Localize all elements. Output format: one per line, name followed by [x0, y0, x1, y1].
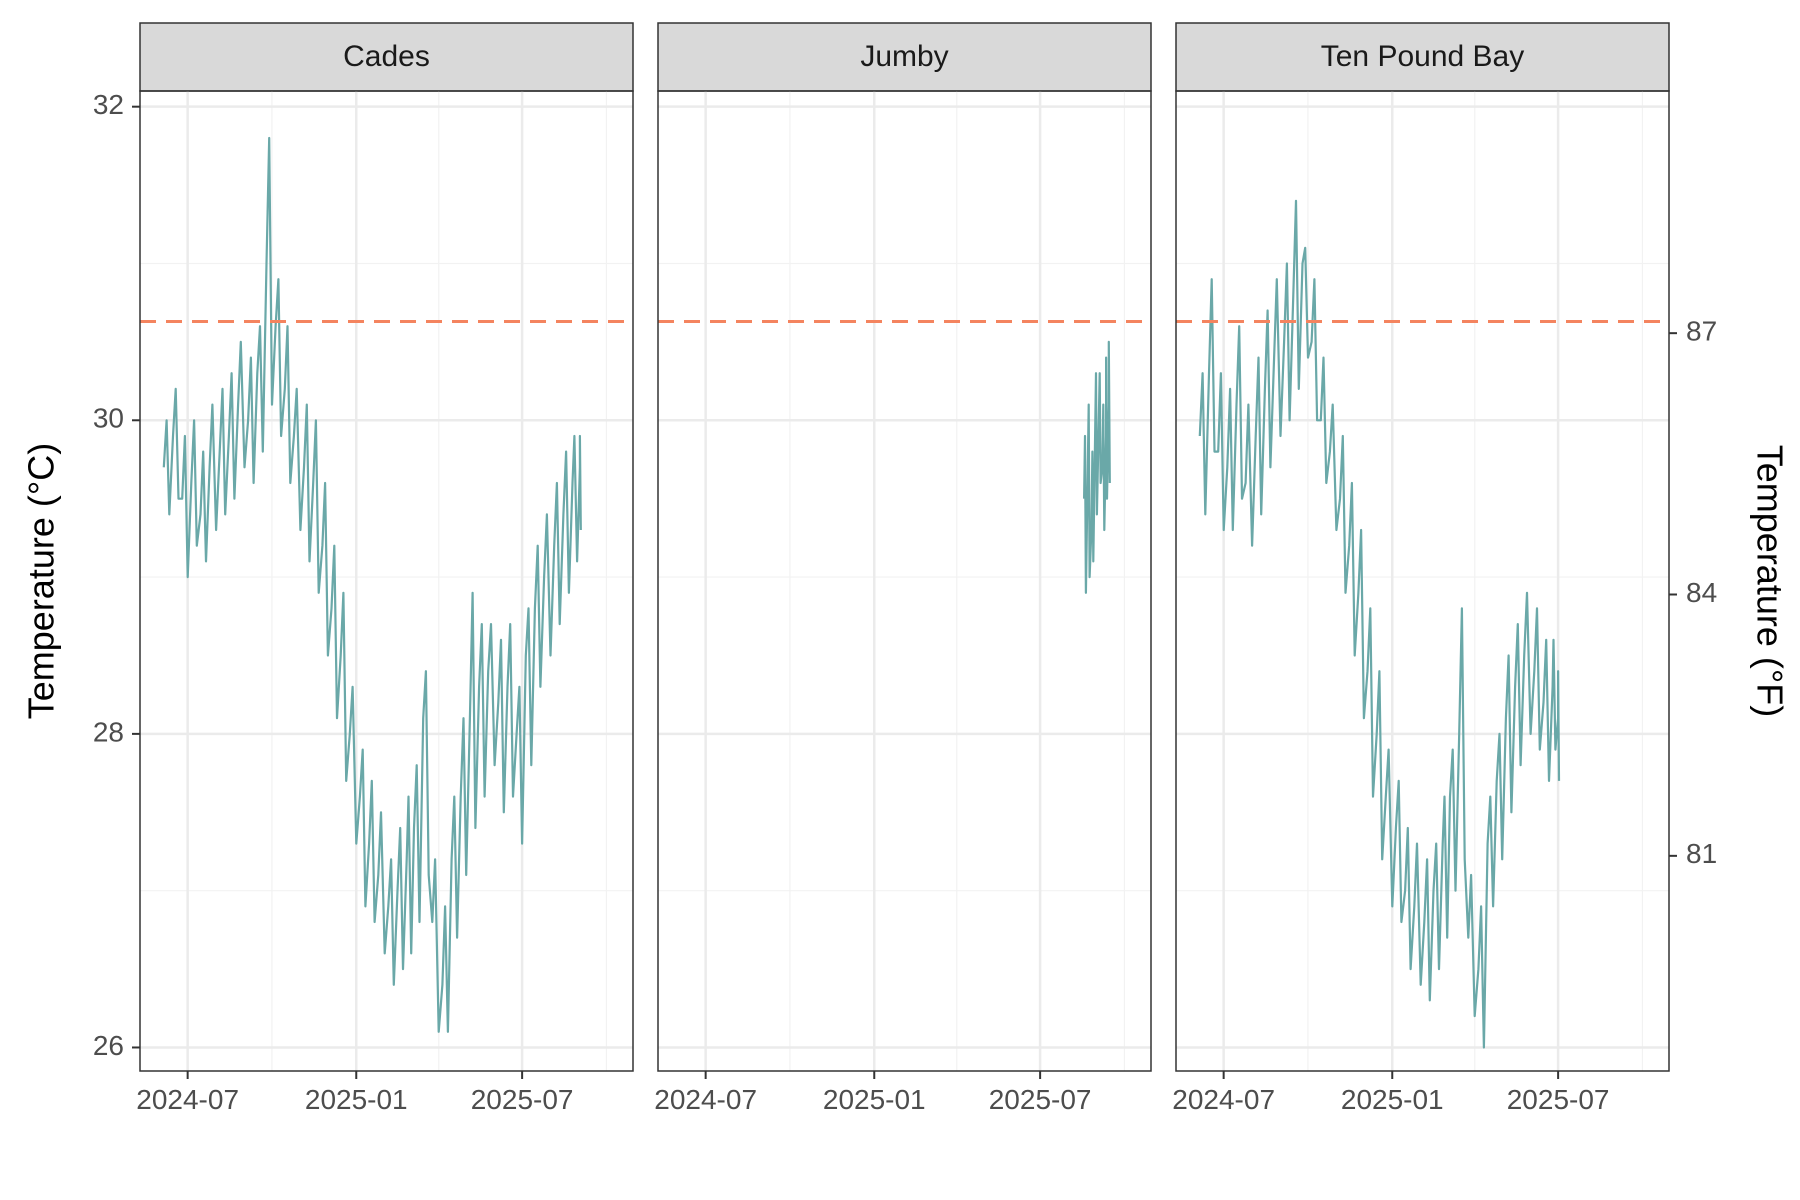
y-tick-label-right: 84	[1686, 577, 1717, 608]
temperature-series-jumby	[1083, 340, 1111, 594]
temperature-series-cades	[162, 136, 582, 1033]
x-tick-label-ten-pound-bay: 2025-07	[1507, 1084, 1610, 1115]
x-tick-label-cades: 2025-07	[471, 1084, 574, 1115]
y-tick-label-left: 30	[93, 403, 124, 434]
series-ten-pound-bay	[1198, 199, 1561, 1049]
y-tick-label-right: 81	[1686, 838, 1717, 869]
series-cades	[162, 136, 582, 1033]
strip-label-cades: Cades	[343, 40, 430, 73]
x-tick-label-jumby: 2024-07	[654, 1084, 757, 1115]
plot-border-cades	[139, 90, 634, 1072]
y-tick-label-left: 28	[93, 716, 124, 747]
strip-label-jumby: Jumby	[860, 40, 948, 73]
y-axis-title-right: Temperature (°F)	[1749, 445, 1790, 717]
gridlines-jumby	[658, 91, 1151, 1071]
strip-cades	[139, 22, 634, 92]
plot-border-jumby	[657, 90, 1152, 1072]
y-tick-label-left: 32	[93, 89, 124, 120]
y-axis-title-left: Temperature (°C)	[21, 443, 62, 719]
y-tick-label-left: 26	[93, 1030, 124, 1061]
x-tick-label-jumby: 2025-01	[823, 1084, 926, 1115]
x-tick-label-ten-pound-bay: 2025-01	[1341, 1084, 1444, 1115]
plot-border-ten-pound-bay	[1175, 90, 1670, 1072]
y-tick-label-right: 87	[1686, 316, 1717, 347]
series-jumby	[1083, 340, 1111, 594]
x-tick-label-jumby: 2025-07	[989, 1084, 1092, 1115]
panel-cades: Cades	[139, 22, 634, 1072]
strip-ten-pound-bay	[1175, 22, 1670, 92]
strip-label-ten-pound-bay: Ten Pound Bay	[1321, 40, 1524, 73]
temperature-series-ten-pound-bay	[1198, 199, 1561, 1049]
gridlines-ten-pound-bay	[1176, 91, 1669, 1071]
strip-jumby	[657, 22, 1152, 92]
x-tick-label-cades: 2025-01	[305, 1084, 408, 1115]
panel-ten-pound-bay: Ten Pound Bay	[1175, 22, 1670, 1072]
panel-jumby: Jumby	[657, 22, 1152, 1072]
x-tick-label-ten-pound-bay: 2024-07	[1172, 1084, 1275, 1115]
axes: 26 28 30 32 81 84 87 2024-07 2025-01 2025-07 2024-…	[93, 89, 1717, 1115]
x-tick-label-cades: 2024-07	[136, 1084, 239, 1115]
